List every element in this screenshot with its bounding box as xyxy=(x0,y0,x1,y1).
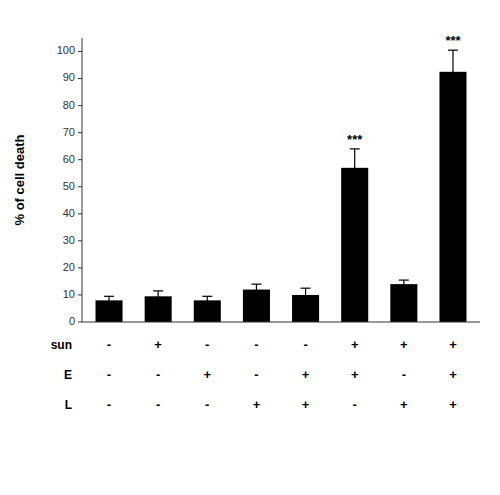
error-bar xyxy=(104,296,114,304)
error-cap xyxy=(104,296,114,297)
y-tick xyxy=(78,78,82,79)
y-tick xyxy=(78,159,82,160)
row-symbol: + xyxy=(203,367,211,382)
error-cap xyxy=(153,290,163,291)
y-tick-label: 0 xyxy=(69,315,75,327)
row-symbol: - xyxy=(107,367,111,382)
error-stem xyxy=(452,50,453,93)
error-cap xyxy=(202,304,212,305)
y-tick xyxy=(78,51,82,52)
y-tick-label: 90 xyxy=(63,71,75,83)
row-symbol: + xyxy=(351,337,359,352)
y-tick xyxy=(78,240,82,241)
error-cap xyxy=(448,50,458,51)
error-cap xyxy=(350,148,360,149)
row-symbol: + xyxy=(400,337,408,352)
error-cap xyxy=(301,288,311,289)
row-symbol: + xyxy=(400,397,408,412)
row-symbol: + xyxy=(302,397,310,412)
row-symbol: - xyxy=(402,367,406,382)
row-symbol: + xyxy=(253,397,261,412)
row-symbol: - xyxy=(156,367,160,382)
error-cap xyxy=(399,288,409,289)
error-stem xyxy=(158,291,159,302)
error-cap xyxy=(104,304,114,305)
error-stem xyxy=(403,280,404,288)
error-bar xyxy=(350,149,360,187)
error-cap xyxy=(153,301,163,302)
error-stem xyxy=(108,296,109,304)
error-bar xyxy=(153,291,163,302)
y-tick xyxy=(78,132,82,133)
error-stem xyxy=(354,149,355,187)
error-stem xyxy=(256,284,257,295)
bar xyxy=(439,72,466,322)
error-bar xyxy=(448,50,458,93)
row-symbol: + xyxy=(449,367,457,382)
error-bar xyxy=(251,284,261,295)
y-tick xyxy=(78,213,82,214)
row-symbol: + xyxy=(302,367,310,382)
error-stem xyxy=(305,288,306,302)
y-tick-label: 20 xyxy=(63,261,75,273)
error-cap xyxy=(251,294,261,295)
row-label: sun xyxy=(51,338,72,352)
y-tick xyxy=(78,186,82,187)
row-symbol: - xyxy=(254,367,258,382)
row-symbol: - xyxy=(303,337,307,352)
row-symbol: + xyxy=(449,337,457,352)
chart: 0 10 20 30 40 50 60 70 80 90 100 % of cell death ***… xyxy=(0,0,500,495)
y-tick-label: 50 xyxy=(63,180,75,192)
y-tick xyxy=(78,105,82,106)
y-axis xyxy=(82,38,83,322)
y-tick xyxy=(78,294,82,295)
row-symbol: + xyxy=(351,367,359,382)
row-label: L xyxy=(65,398,72,412)
y-tick-label: 100 xyxy=(57,44,75,56)
row-symbol: + xyxy=(449,397,457,412)
error-bar xyxy=(399,280,409,288)
error-bar xyxy=(202,296,212,304)
row-symbol: - xyxy=(254,337,258,352)
x-axis xyxy=(82,322,480,323)
row-label: E xyxy=(64,368,72,382)
error-bar xyxy=(301,288,311,302)
y-tick-label: 70 xyxy=(63,126,75,138)
y-tick xyxy=(78,267,82,268)
bar xyxy=(341,168,368,322)
y-tick-label: 30 xyxy=(63,234,75,246)
bar xyxy=(243,290,270,322)
y-axis-label: % of cell death xyxy=(12,134,27,225)
error-cap xyxy=(350,186,360,187)
row-symbol: - xyxy=(353,397,357,412)
significance-label: *** xyxy=(347,132,363,147)
plot-area xyxy=(96,50,467,322)
y-tick xyxy=(78,322,82,323)
y-tick-label: 10 xyxy=(63,288,75,300)
row-symbol: - xyxy=(205,337,209,352)
error-cap xyxy=(202,296,212,297)
significance-label: *** xyxy=(445,33,461,48)
error-cap xyxy=(448,93,458,94)
y-tick-label: 60 xyxy=(63,153,75,165)
row-symbol: - xyxy=(156,397,160,412)
error-cap xyxy=(301,301,311,302)
error-cap xyxy=(251,284,261,285)
row-symbol: - xyxy=(107,337,111,352)
error-cap xyxy=(399,279,409,280)
error-stem xyxy=(207,296,208,304)
bar xyxy=(390,284,417,322)
row-symbol: - xyxy=(107,397,111,412)
y-tick-label: 80 xyxy=(63,99,75,111)
row-symbol: + xyxy=(154,337,162,352)
y-tick-label: 40 xyxy=(63,207,75,219)
row-symbol: - xyxy=(205,397,209,412)
